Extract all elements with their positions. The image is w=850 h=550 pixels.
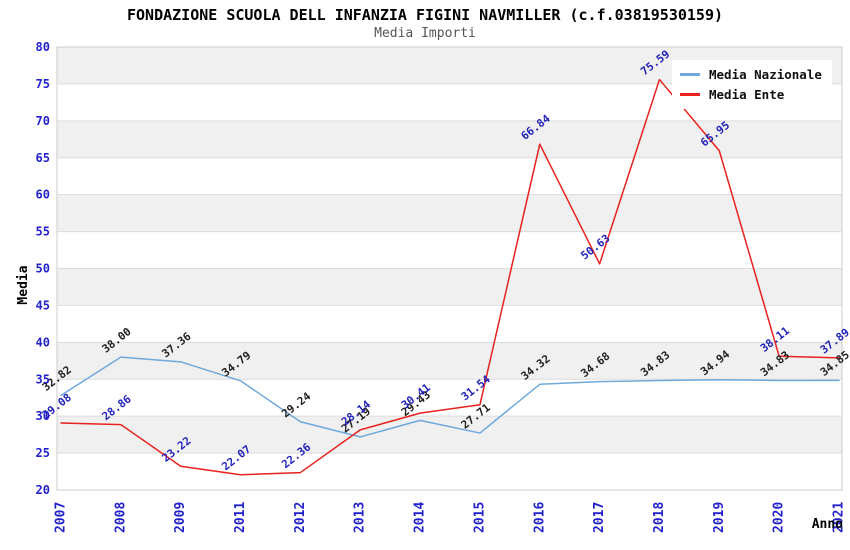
x-tick-label: 2018	[652, 502, 667, 533]
x-tick-label: 2009	[173, 502, 188, 533]
y-tick-label: 70	[36, 114, 50, 128]
y-tick-label: 75	[36, 77, 50, 91]
y-tick-label: 65	[36, 151, 50, 165]
y-tick-label: 35	[36, 372, 50, 386]
legend-item-media-nazionale: Media Nazionale	[680, 64, 822, 84]
x-tick-label: 2008	[113, 502, 128, 533]
x-tick-label: 2017	[592, 502, 607, 533]
x-tick-label: 2013	[353, 502, 368, 533]
x-tick-label: 2015	[472, 502, 487, 533]
x-tick-label: 2019	[712, 502, 727, 533]
plot-band	[57, 416, 842, 454]
series-line-media-ente	[60, 78, 840, 476]
y-axis-title: Media	[16, 265, 31, 304]
plot-band	[57, 194, 842, 232]
legend-label-ente: Media Ente	[709, 86, 785, 102]
y-tick-label: 50	[36, 262, 50, 276]
x-tick-label: 2007	[54, 502, 69, 533]
plot-band	[57, 342, 842, 380]
x-tick-label: 2011	[233, 502, 248, 533]
legend: Media Nazionale Media Ente	[672, 60, 832, 109]
y-tick-label: 60	[36, 188, 50, 202]
legend-line-swatch-nazionale	[680, 72, 700, 76]
x-axis-labels: 2007 2008 2009 2011 2012 2013 2014 2015 2016 2017…	[54, 502, 847, 533]
x-axis-title: Anno	[812, 517, 843, 532]
y-tick-label: 80	[36, 40, 50, 54]
y-axis-labels: 20 25 30 35 40 45 50 55 60 65 70 75 80	[36, 40, 50, 497]
y-tick-label: 30	[36, 409, 50, 423]
x-tick-label: 2021	[832, 502, 847, 533]
x-tick-label: 2012	[293, 502, 308, 533]
legend-line-swatch-ente	[680, 92, 700, 96]
data-label: 50.63	[578, 232, 612, 263]
y-tick-label: 55	[36, 225, 50, 239]
x-tick-label: 2014	[413, 502, 428, 533]
y-tick-label: 25	[36, 446, 50, 460]
series-line-media-nazionale	[60, 356, 840, 438]
x-tick-label: 2020	[772, 502, 787, 533]
plot-band	[57, 120, 842, 158]
y-tick-label: 40	[36, 335, 50, 349]
chart-subtitle: Media Importi	[374, 26, 476, 41]
y-tick-label: 45	[36, 298, 50, 312]
legend-label-nazionale: Media Nazionale	[709, 66, 822, 82]
chart-title: FONDAZIONE SCUOLA DELL INFANZIA FIGINI N…	[126, 6, 724, 24]
y-tick-label: 20	[36, 483, 50, 497]
plot-border	[56, 46, 843, 491]
plot-band	[57, 268, 842, 306]
plot-bands	[57, 47, 842, 454]
x-tick-label: 2016	[532, 502, 547, 533]
legend-item-media-ente: Media Ente	[680, 84, 822, 104]
